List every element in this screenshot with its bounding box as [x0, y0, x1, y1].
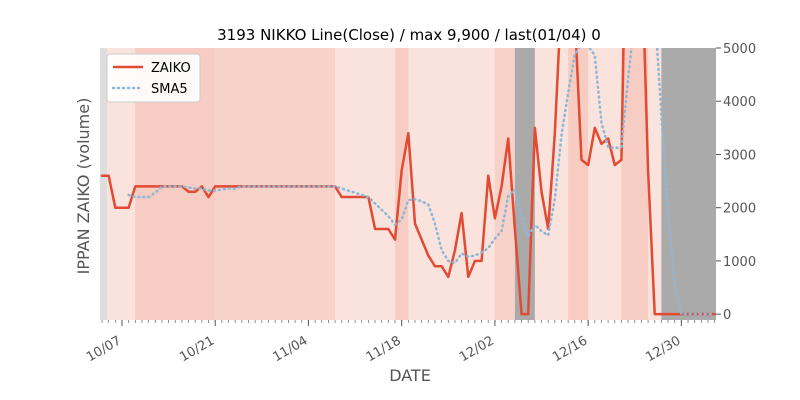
x-tick-label: 10/07 — [84, 333, 124, 365]
highlight-band — [621, 48, 649, 320]
highlight-band — [215, 48, 336, 320]
edge-band — [100, 48, 107, 320]
x-tick-label: 12/02 — [457, 333, 497, 365]
y-tick-label: 2000 — [723, 202, 756, 217]
x-axis-label: DATE — [389, 366, 431, 385]
x-tick-label: 12/16 — [550, 333, 590, 365]
gap-band — [661, 48, 716, 320]
legend: ZAIKO SMA5 — [106, 53, 201, 103]
y-tick-label: 5000 — [723, 42, 756, 57]
y-tick-label: 1000 — [723, 255, 756, 270]
series-line-sma5 — [127, 48, 716, 316]
highlight-band — [494, 48, 515, 320]
y-tick-label: 4000 — [723, 95, 756, 110]
y-axis-label: IPPAN ZAIKO (volume) — [74, 98, 93, 275]
y-tick-label: 0 — [723, 308, 731, 323]
x-tick-label: 11/04 — [270, 333, 310, 365]
x-tick-label: 12/30 — [643, 333, 683, 365]
x-tick-label: 10/21 — [177, 333, 217, 365]
band-base — [100, 48, 716, 320]
legend-label-zaiko: ZAIKO — [151, 61, 191, 76]
series-layer — [100, 48, 716, 316]
y-tick-label: 3000 — [723, 148, 756, 163]
chart-title: 3193 NIKKO Line(Close) / max 9,900 / las… — [217, 26, 601, 44]
x-tick-label: 11/18 — [364, 333, 404, 365]
highlight-band — [395, 48, 409, 320]
highlight-band — [568, 48, 589, 320]
legend-label-sma5: SMA5 — [151, 82, 188, 97]
background-bands — [100, 48, 716, 320]
